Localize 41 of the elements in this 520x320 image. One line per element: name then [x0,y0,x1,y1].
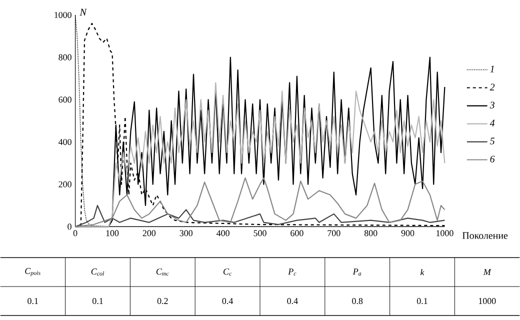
y-tick-label: 0 [68,224,72,230]
text: 1000 [478,298,496,304]
y-axis-title: N [80,9,87,16]
x-tick-label: 400 [216,230,230,236]
x-tick-label: 0 [73,230,78,236]
text: C$_{c}$ [223,268,232,276]
y-tick-label: 200 [58,182,72,188]
x-tick-label: 800 [364,230,378,236]
text: P$_{c}$ [288,268,296,276]
legend-label: 6 [490,156,495,163]
text: 0.1 [92,298,103,304]
text: C$_{col}$ [91,268,104,276]
x-tick-label: 300 [180,230,192,236]
legend-label: 5 [490,138,495,145]
text: 0.4 [222,298,234,304]
y-tick-label: 400 [58,139,72,146]
text: 0.4 [287,298,298,304]
text: P$_{a}$ [352,268,362,276]
y-tick-label: 800 [58,54,72,61]
text: 0.2 [157,298,168,304]
text: 0.8 [352,298,363,304]
text: M [483,269,492,276]
text: C$_{pois}$ [25,268,40,276]
x-tick-label: 700 [328,230,340,236]
text: 0.1 [416,298,428,304]
x-tick-label: 900 [401,230,414,236]
legend-label: 4 [490,120,495,127]
legend-label: 2 [490,84,495,91]
x-tick-label: 500 [254,230,266,236]
x-axis-title: Поколение [462,232,508,240]
x-tick-label: 600 [290,230,304,236]
legend-label: 3 [490,102,494,109]
text: 0.1 [28,298,38,304]
x-tick-label: 100 [106,230,119,236]
x-tick-label: 1000 [436,230,454,236]
x-tick-label: 200 [142,230,156,236]
y-tick-label: 600 [58,96,72,103]
text: C$_{mc}$ [156,268,169,276]
text: k [420,269,424,276]
legend-label: 1 [490,66,494,73]
y-tick-label: 1000 [54,12,72,18]
